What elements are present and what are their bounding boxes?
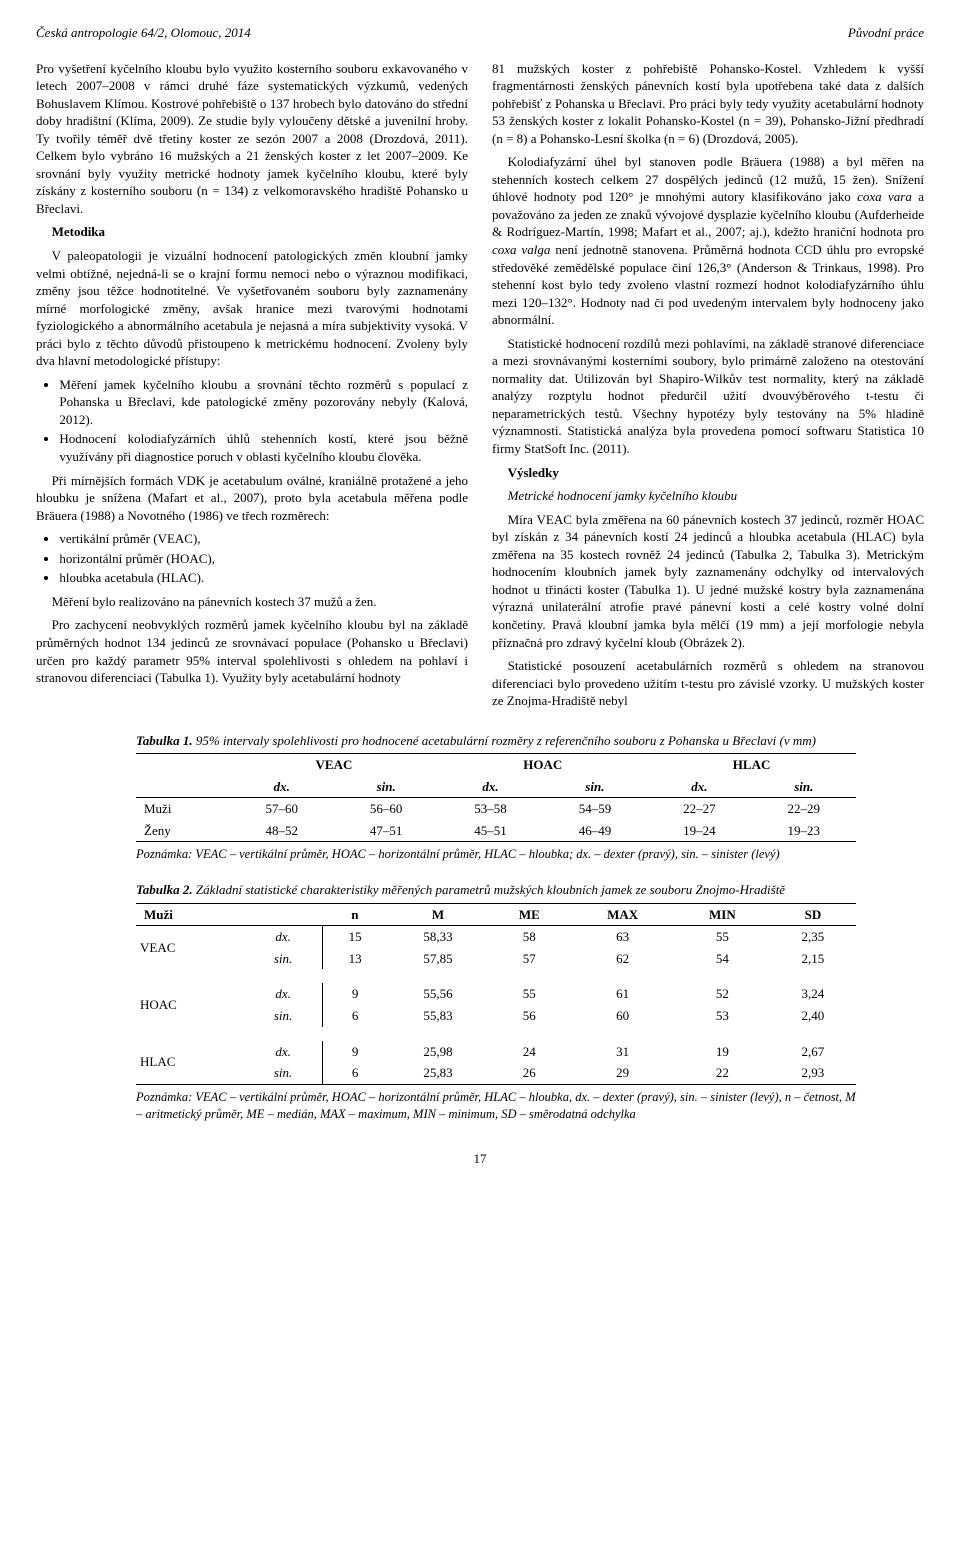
- method-list-1: Měření jamek kyčelního kloubu a srovnání…: [59, 376, 468, 466]
- table1: VEAC HOAC HLAC dx. sin. dx. sin. dx. sin…: [136, 753, 856, 842]
- tables-block: Tabulka 1. 95% intervaly spolehlivosti p…: [136, 732, 856, 1123]
- table2: Muži n M ME MAX MIN SD VEAC dx. 15 58,33…: [136, 903, 856, 1085]
- coxa-valga: coxa valga: [492, 242, 550, 257]
- table2-caption-label: Tabulka 2.: [136, 882, 193, 897]
- t2-param: HOAC: [136, 983, 245, 1026]
- measure-list: vertikální průměr (VEAC), horizontální p…: [59, 530, 468, 587]
- table2-caption: Tabulka 2. Základní statistické charakte…: [136, 881, 856, 899]
- col1-p3: Při mírnějších formách VDK je acetabulum…: [36, 472, 468, 525]
- t2-h-min: MIN: [675, 903, 770, 926]
- t1-sub-dx: dx.: [438, 776, 542, 798]
- col2-p1: 81 mužských koster z pohřebiště Pohansko…: [492, 60, 924, 148]
- body-columns: Pro vyšetření kyčelního kloubu bylo využ…: [36, 60, 924, 710]
- t2-h-sd: SD: [770, 903, 856, 926]
- vysledky-subhead: Metrické hodnocení jamky kyčelního kloub…: [492, 487, 924, 505]
- method-item: Hodnocení kolodiafyzárních úhlů stehenní…: [59, 430, 468, 465]
- table1-caption-label: Tabulka 1.: [136, 733, 193, 748]
- t1-h-hlac: HLAC: [647, 754, 856, 776]
- t1-sub-sin: sin.: [334, 776, 438, 798]
- table1-caption: Tabulka 1. 95% intervaly spolehlivosti p…: [136, 732, 856, 750]
- t1-h-blank: [136, 754, 230, 776]
- t1-row-label: Ženy: [136, 820, 230, 842]
- table-row: sin. 13 57,85 57 62 54 2,15: [136, 948, 856, 970]
- col2-p4: Míra VEAC byla změřena na 60 pánevních k…: [492, 511, 924, 651]
- metodika-heading: Metodika: [36, 223, 468, 241]
- t1-h-veac: VEAC: [230, 754, 439, 776]
- col2-p5: Statistické posouzení acetabulárních roz…: [492, 657, 924, 710]
- measure-item: vertikální průměr (VEAC),: [59, 530, 468, 548]
- page-header: Česká antropologie 64/2, Olomouc, 2014 P…: [36, 24, 924, 42]
- t2-param: VEAC: [136, 926, 245, 970]
- col1-p2: V paleopatologii je vizuální hodnocení p…: [36, 247, 468, 370]
- table1-note: Poznámka: VEAC – vertikální průměr, HOAC…: [136, 846, 856, 863]
- vysledky-heading: Výsledky: [492, 464, 924, 482]
- t2-h-me: ME: [488, 903, 570, 926]
- table-row: Muži 57–60 56–60 53–58 54–59 22–27 22–29: [136, 798, 856, 820]
- table2-caption-text: Základní statistické charakteristiky měř…: [193, 882, 785, 897]
- col1-p5: Pro zachycení neobvyklých rozměrů jamek …: [36, 616, 468, 686]
- measure-item: hloubka acetabula (HLAC).: [59, 569, 468, 587]
- coxa-vara: coxa vara: [857, 189, 912, 204]
- header-right: Původní práce: [848, 24, 924, 42]
- col2-p2e: není jednotně stanovena. Průměrná hodnot…: [492, 242, 924, 327]
- t2-h-max: MAX: [570, 903, 675, 926]
- t1-h-hoac: HOAC: [438, 754, 647, 776]
- page-number: 17: [36, 1150, 924, 1168]
- table-row: HLAC dx. 9 25,98 24 31 19 2,67: [136, 1041, 856, 1063]
- table-row: sin. 6 25,83 26 29 22 2,93: [136, 1062, 856, 1084]
- t1-sub-dx: dx.: [647, 776, 751, 798]
- col2-p2: Kolodiafyzární úhel byl stanoven podle B…: [492, 153, 924, 328]
- table-row: sin. 6 55,83 56 60 53 2,40: [136, 1005, 856, 1027]
- table1-caption-text: 95% intervaly spolehlivosti pro hodnocen…: [193, 733, 816, 748]
- table-row: HOAC dx. 9 55,56 55 61 52 3,24: [136, 983, 856, 1005]
- t2-h-muzi: Muži: [136, 903, 245, 926]
- col1-p4: Měření bylo realizováno na pánevních kos…: [36, 593, 468, 611]
- table2-note: Poznámka: VEAC – vertikální průměr, HOAC…: [136, 1089, 856, 1123]
- col2-p3: Statistické hodnocení rozdílů mezi pohla…: [492, 335, 924, 458]
- header-left: Česká antropologie 64/2, Olomouc, 2014: [36, 24, 251, 42]
- measure-item: horizontální průměr (HOAC),: [59, 550, 468, 568]
- table-row: VEAC dx. 15 58,33 58 63 55 2,35: [136, 926, 856, 948]
- t1-sub-sin: sin.: [752, 776, 856, 798]
- table-row: Ženy 48–52 47–51 45–51 46–49 19–24 19–23: [136, 820, 856, 842]
- col1-p1: Pro vyšetření kyčelního kloubu bylo využ…: [36, 60, 468, 218]
- t1-row-label: Muži: [136, 798, 230, 820]
- t2-h-m: M: [388, 903, 489, 926]
- t1-sub-sin: sin.: [543, 776, 647, 798]
- t2-param: HLAC: [136, 1041, 245, 1085]
- t1-sub-dx: dx.: [230, 776, 334, 798]
- t2-h-n: n: [322, 903, 388, 926]
- method-item: Měření jamek kyčelního kloubu a srovnání…: [59, 376, 468, 429]
